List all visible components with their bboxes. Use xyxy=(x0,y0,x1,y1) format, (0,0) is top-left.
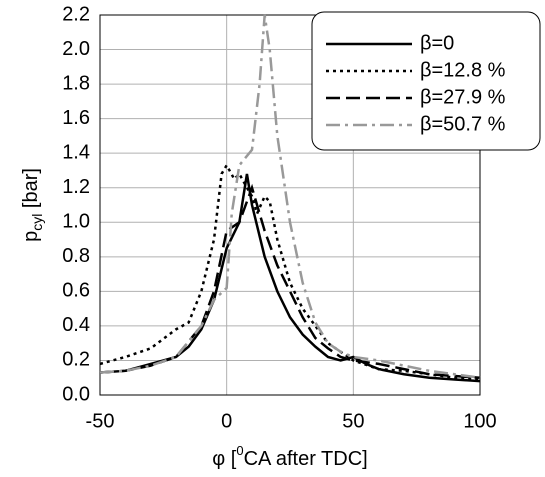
legend-label: β=0 xyxy=(420,32,454,54)
y-tick-label: 2.0 xyxy=(62,38,90,60)
series-line xyxy=(99,14,481,379)
y-tick-label: 0.8 xyxy=(62,245,90,267)
y-tick-label: 0.6 xyxy=(62,280,90,302)
legend-label: β=50.7 % xyxy=(420,113,506,135)
y-tick-label: 1.0 xyxy=(62,211,90,233)
x-tick-label: 50 xyxy=(342,410,364,432)
y-tick-label: 1.6 xyxy=(62,107,90,129)
y-tick-label: 1.2 xyxy=(62,176,90,198)
x-tick-label: -50 xyxy=(86,410,115,432)
plot-frame xyxy=(99,14,481,396)
y-label-part: [bar] xyxy=(20,168,42,214)
legend-box xyxy=(311,11,541,151)
series-line xyxy=(99,183,481,379)
series-line xyxy=(99,173,481,383)
series-line xyxy=(99,162,481,381)
legend-label: β=27.9 % xyxy=(420,86,506,108)
x-label-part: CA after TDC] xyxy=(244,448,368,470)
y-tick-label: 0.0 xyxy=(62,383,90,405)
y-tick-label: 1.8 xyxy=(62,72,90,94)
x-tick-label: 0 xyxy=(221,410,232,432)
y-tick-label: 2.2 xyxy=(62,3,90,25)
y-tick-label: 1.4 xyxy=(62,141,90,163)
x-axis-label: φ [0CA after TDC] xyxy=(212,443,367,470)
y-axis-label: pcyl [bar] xyxy=(20,168,44,242)
y-label-sub: cyl xyxy=(29,214,45,231)
x-label-part: φ [ xyxy=(212,448,237,470)
y-tick-label: 0.2 xyxy=(62,349,90,371)
x-label-sup: 0 xyxy=(236,443,243,458)
legend-label: β=12.8 % xyxy=(420,59,506,81)
y-label-part: p xyxy=(20,231,42,242)
x-tick-label: 100 xyxy=(463,410,496,432)
y-tick-label: 0.4 xyxy=(62,314,90,336)
